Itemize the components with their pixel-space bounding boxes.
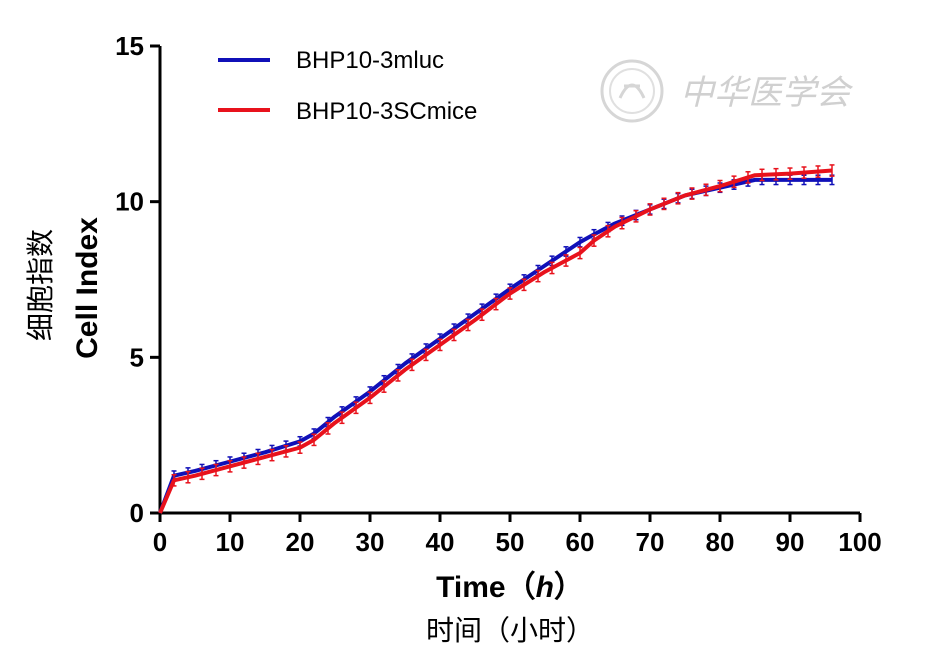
y-axis-ticks: 0 5 10 15 bbox=[115, 31, 160, 528]
x-tick-label: 0 bbox=[153, 527, 167, 557]
y-axis-subtitle: 细胞指数 bbox=[24, 229, 57, 341]
x-tick-label: 20 bbox=[286, 527, 315, 557]
y-tick-label: 0 bbox=[130, 498, 144, 528]
watermark: 中华医学会 bbox=[600, 59, 854, 123]
x-tick-label: 60 bbox=[566, 527, 595, 557]
x-axis-ticks: 0 10 20 30 40 50 60 70 80 90 100 bbox=[153, 513, 882, 557]
legend-label-scmice: BHP10-3SCmice bbox=[296, 98, 477, 125]
plot-axes bbox=[158, 46, 860, 515]
series-layer bbox=[158, 164, 835, 514]
legend-item-mluc: BHP10-3mluc bbox=[218, 47, 444, 74]
seal-icon bbox=[600, 59, 664, 123]
y-tick-label: 15 bbox=[115, 31, 144, 61]
x-tick-label: 90 bbox=[776, 527, 805, 557]
legend: BHP10-3mluc BHP10-3SCmice bbox=[218, 47, 477, 125]
series-1 bbox=[158, 164, 835, 514]
watermark-text: 中华医学会 bbox=[680, 73, 854, 113]
x-axis-subtitle: 时间（小时） bbox=[426, 614, 594, 647]
x-tick-label: 70 bbox=[636, 527, 665, 557]
x-axis-variable: h bbox=[536, 571, 554, 604]
x-tick-label: 100 bbox=[838, 527, 881, 557]
series-0 bbox=[158, 174, 835, 514]
x-tick-label: 50 bbox=[496, 527, 525, 557]
series-line bbox=[158, 168, 833, 514]
y-axis-title: Cell Index bbox=[71, 217, 104, 359]
x-tick-label: 30 bbox=[356, 527, 385, 557]
x-tick-label: 10 bbox=[216, 527, 245, 557]
series-line bbox=[158, 177, 832, 514]
legend-item-scmice: BHP10-3SCmice bbox=[218, 98, 477, 125]
y-tick-label: 5 bbox=[130, 342, 144, 372]
x-tick-label: 40 bbox=[426, 527, 455, 557]
y-tick-label: 10 bbox=[115, 187, 144, 217]
legend-label-mluc: BHP10-3mluc bbox=[296, 47, 444, 74]
x-tick-label: 80 bbox=[706, 527, 735, 557]
x-axis-title: Time（h） bbox=[436, 570, 584, 604]
